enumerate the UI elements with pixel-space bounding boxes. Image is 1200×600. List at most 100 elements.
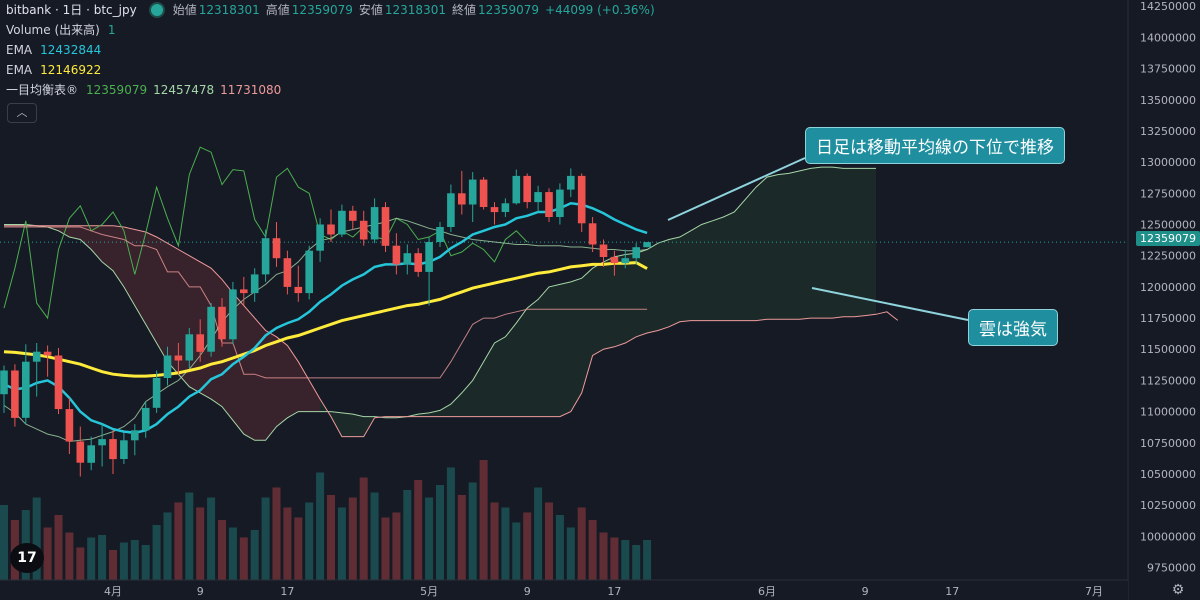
volume-bar (555, 515, 564, 580)
candle-body (534, 192, 542, 203)
candle-body (120, 440, 128, 459)
indicator-value: 11731080 (220, 83, 282, 97)
candle (479, 177, 488, 210)
price-tick-label: 10500000 (1140, 468, 1196, 481)
volume-bar (566, 527, 575, 580)
indicator-value: 12359079 (86, 83, 148, 97)
candle (207, 303, 215, 357)
candle-body (490, 207, 499, 213)
candle (359, 210, 368, 246)
candle (643, 242, 651, 248)
time-tick-label: 17 (607, 585, 621, 598)
candle-body (610, 256, 619, 264)
candle (403, 244, 412, 275)
ichimoku-cloud-area (320, 399, 375, 437)
gear-icon[interactable]: ⚙ (1171, 582, 1185, 598)
volume-bar (621, 540, 630, 580)
symbol-row: bitbank · 1日 · btc_jpy 始値 12318301 高値 12… (6, 0, 661, 20)
candle (414, 248, 422, 277)
candle (338, 204, 346, 237)
candle (545, 188, 553, 222)
candle (436, 222, 444, 247)
candle (131, 424, 139, 456)
callout-ma-pointer (667, 157, 806, 221)
candle-body (163, 355, 172, 378)
price-tick-label: 14000000 (1140, 31, 1196, 44)
candle (272, 222, 281, 267)
indicator-row-ema-fast[interactable]: EMA 12432844 (6, 40, 661, 60)
volume-bar (381, 517, 390, 580)
candle (490, 202, 499, 225)
candle-body (479, 179, 488, 207)
time-tick-label: 7月 (1085, 585, 1103, 598)
candle (11, 364, 19, 427)
change-value: +44099 (+0.36%) (545, 3, 655, 17)
candle (512, 169, 521, 205)
candle (632, 243, 640, 265)
volume-bar (545, 502, 553, 580)
volume-bar (152, 525, 161, 580)
volume-bar (316, 472, 325, 580)
candle-body (392, 245, 401, 265)
volume-bar (425, 497, 434, 580)
symbol-title[interactable]: bitbank · 1日 · btc_jpy (6, 3, 137, 17)
price-tick-label: 12500000 (1140, 219, 1196, 232)
volume-bar (294, 517, 303, 580)
volume-bar (130, 540, 139, 580)
callout-cloud: 雲は強気 (968, 309, 1058, 346)
volume-bar (163, 512, 172, 580)
candle (534, 185, 542, 212)
candle-body (370, 207, 379, 240)
volume-bar (577, 507, 586, 580)
indicator-name: EMA (6, 43, 33, 57)
ohlc-close-label: 終値 (451, 3, 476, 17)
volume-bar (109, 550, 117, 580)
price-tick-label: 12750000 (1140, 187, 1196, 200)
volume-bar (359, 477, 368, 580)
candle-body (523, 175, 531, 203)
candle-body (577, 175, 586, 224)
volume-bar (239, 537, 248, 580)
indicator-row-ema-slow[interactable]: EMA 12146922 (6, 60, 661, 80)
candle-body (229, 289, 237, 340)
volume-bar (76, 547, 85, 580)
candle-body (468, 179, 477, 205)
candle (261, 229, 270, 282)
indicator-value: 12457478 (153, 83, 215, 97)
candle (218, 298, 226, 347)
candle (240, 276, 248, 306)
time-axis-bg (0, 580, 1128, 600)
candle (621, 249, 630, 269)
volume-bar (87, 537, 96, 580)
candle (174, 343, 183, 375)
candle (185, 328, 194, 368)
candle-body (131, 430, 139, 441)
candle-body (185, 334, 194, 361)
candle (54, 348, 63, 415)
candle-body (305, 250, 313, 294)
time-tick-label: 9 (197, 585, 204, 598)
candle (327, 209, 335, 242)
volume-bar (512, 522, 521, 580)
time-tick-label: 9 (524, 585, 531, 598)
ema-fast-line (3, 202, 648, 435)
ohlc-low-label: 安値 (358, 3, 383, 17)
indicator-value: 1 (107, 23, 116, 37)
candle (588, 217, 597, 252)
candle (32, 343, 41, 397)
collapse-legend-button[interactable]: ︿ (7, 103, 37, 123)
volume-bar (523, 512, 532, 580)
candle-body (98, 439, 106, 446)
tradingview-logo-icon[interactable]: 17 (10, 543, 44, 573)
volume-bar (392, 512, 401, 580)
candle-body (87, 445, 95, 463)
candle-body (22, 361, 30, 418)
candle-body (338, 210, 346, 235)
indicator-row-volume[interactable]: Volume (出来高) 1 (6, 20, 661, 40)
time-tick-label: 9 (862, 585, 869, 598)
indicator-row-ichimoku[interactable]: 一目均衡表® 12359079 12457478 11731080 (6, 80, 661, 100)
candle (425, 237, 433, 306)
candle (283, 250, 292, 295)
